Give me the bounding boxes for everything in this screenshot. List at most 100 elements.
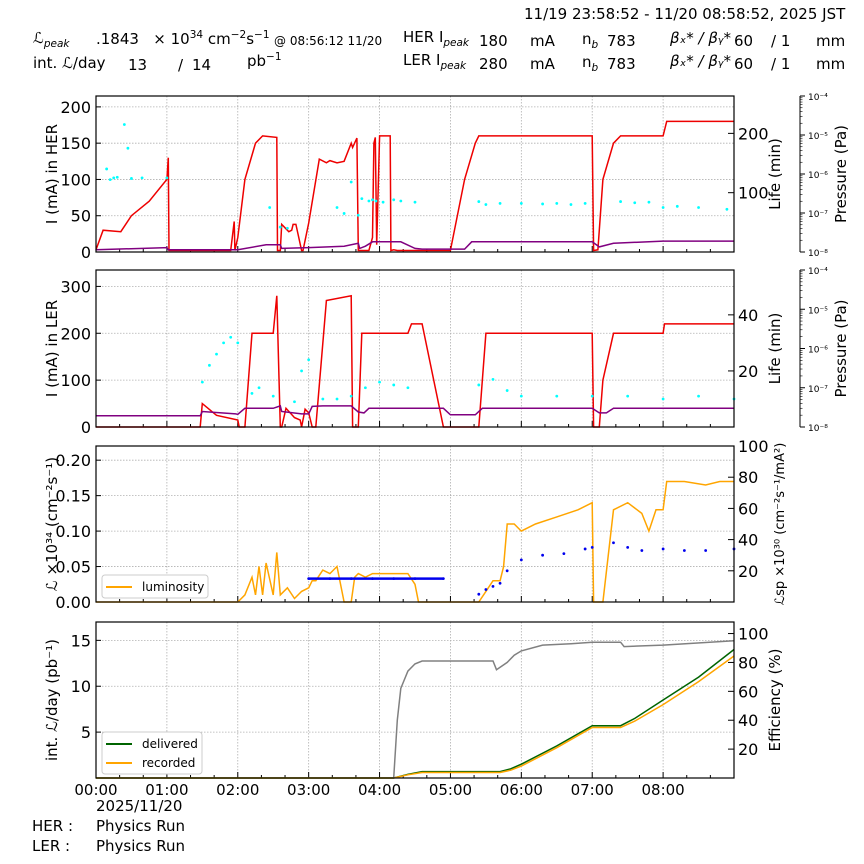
y2-tick-label: 60 bbox=[738, 682, 758, 701]
x-axis-date: 2025/11/20 bbox=[96, 797, 183, 815]
x-tick-label: 06:00 bbox=[500, 781, 543, 799]
ler-beta-label: βₓ* / βᵧ* bbox=[670, 52, 731, 70]
series-current bbox=[95, 120, 734, 252]
x-tick-label: 04:00 bbox=[358, 781, 401, 799]
y2-axis-label: Life (min) bbox=[766, 138, 784, 210]
integrated-luminosity-delivered: 14 bbox=[192, 56, 212, 74]
pressure-tick-label: 10⁻⁵ bbox=[808, 132, 828, 142]
y-tick-label: 200 bbox=[60, 324, 91, 343]
pressure-tick-label: 10⁻⁷ bbox=[808, 210, 828, 220]
ler-peak-unit: mA bbox=[530, 55, 555, 73]
y2-axis-label: Efficiency (%) bbox=[766, 649, 784, 752]
y-tick-label: 100 bbox=[60, 371, 91, 390]
her-mode-value: Physics Run bbox=[96, 817, 186, 835]
her-beta-x: 60 bbox=[734, 32, 754, 50]
chart-lum: 0.00 0.05 0.10 0.15 0.20 20 40 60 80 100 ℒ ×10³⁴ (… bbox=[43, 437, 788, 612]
y-axis-label: I (mA) in LER bbox=[43, 300, 61, 397]
ler-beta-x: 60 bbox=[734, 55, 754, 73]
y-tick-label: 0.15 bbox=[55, 487, 91, 506]
pressure-axis-label: Pressure (Pa) bbox=[832, 299, 850, 397]
y2-tick-label: 60 bbox=[738, 499, 758, 518]
ler-nbunch-value: 783 bbox=[607, 55, 636, 73]
series-pressure bbox=[95, 240, 734, 251]
integrated-luminosity-label: int. ℒ/day bbox=[33, 54, 106, 72]
integrated-luminosity-separator: / bbox=[178, 56, 184, 74]
pressure-axis-label: Pressure (Pa) bbox=[832, 125, 850, 223]
series-efficiency bbox=[392, 640, 735, 779]
y-tick-label: 5 bbox=[81, 723, 91, 742]
y-axis-label: int. ℒ/day (pb⁻¹) bbox=[43, 639, 61, 761]
integrated-luminosity-unit: pb−1 bbox=[247, 51, 282, 70]
y2-axis-label: Life (min) bbox=[766, 313, 784, 385]
y2-tick-label: 100 bbox=[738, 437, 769, 456]
series-recorded bbox=[96, 655, 735, 779]
y2-tick-label: 200 bbox=[738, 124, 769, 143]
y2-tick-label: 100 bbox=[738, 625, 769, 644]
y2-tick-label: 80 bbox=[738, 468, 758, 487]
y-tick-label: 150 bbox=[60, 134, 91, 153]
chart-her: 0 50 100 150 200 100 200 I (mA) in HER Life (min… bbox=[43, 93, 850, 262]
peak-luminosity-time: @ 08:56:12 11/20 bbox=[274, 34, 383, 48]
legend-entry-luminosity: luminosity bbox=[142, 580, 204, 594]
pressure-tick-label: 10⁻⁴ bbox=[808, 93, 828, 103]
legend-entry-delivered: delivered bbox=[142, 737, 198, 751]
ler-beta-unit: mm bbox=[816, 55, 846, 73]
x-tick-label: 01:00 bbox=[145, 781, 188, 799]
x-tick-label: 00:00 bbox=[74, 781, 117, 799]
her-beta-y: / 1 bbox=[771, 32, 791, 50]
lpeak-symbol: ℒ bbox=[33, 29, 44, 47]
ler-mode-label: LER : bbox=[32, 837, 71, 855]
pressure-tick-label: 10⁻⁴ bbox=[808, 267, 828, 277]
her-beta-label: βₓ* / βᵧ* bbox=[670, 29, 731, 47]
chart-ler: 0 100 200 300 20 40 I (mA) in LER Life (min) 10⁻… bbox=[43, 267, 850, 437]
y2-tick-label: 20 bbox=[738, 740, 758, 759]
x-tick-label: 05:00 bbox=[429, 781, 472, 799]
pressure-tick-label: 10⁻⁸ bbox=[808, 424, 828, 434]
pressure-tick-label: 10⁻⁷ bbox=[808, 385, 828, 395]
y-tick-label: 0.10 bbox=[55, 522, 91, 541]
y2-tick-label: 40 bbox=[738, 531, 758, 550]
ler-beta-y: / 1 bbox=[771, 55, 791, 73]
ler-nbunch-label: nb bbox=[582, 53, 599, 74]
her-peak-unit: mA bbox=[530, 32, 555, 50]
series-current bbox=[96, 294, 734, 428]
ler-peak-current: 280 bbox=[479, 55, 508, 73]
pressure-tick-label: 10⁻⁸ bbox=[808, 249, 828, 259]
pressure-tick-label: 10⁻⁶ bbox=[808, 346, 828, 356]
y-tick-label: 100 bbox=[60, 170, 91, 189]
y-tick-label: 0 bbox=[81, 418, 91, 437]
lpeak-subscript: peak bbox=[43, 38, 70, 50]
chart-intlum: 5 10 15 20 40 60 80 100 int. ℒ/day (pb⁻¹) Efficie… bbox=[43, 621, 784, 799]
her-nbunch-label: nb bbox=[582, 30, 599, 51]
her-beta-unit: mm bbox=[816, 32, 846, 50]
y-tick-label: 300 bbox=[60, 277, 91, 296]
ler-mode-value: Physics Run bbox=[96, 837, 186, 855]
x-tick-label: 03:00 bbox=[287, 781, 330, 799]
y-tick-label: 200 bbox=[60, 98, 91, 117]
y2-tick-label: 40 bbox=[738, 711, 758, 730]
her-mode-label: HER : bbox=[32, 817, 74, 835]
peak-luminosity-label: ℒpeak bbox=[33, 29, 70, 50]
time-range: 11/19 23:58:52 - 11/20 08:58:52, 2025 JS… bbox=[524, 5, 846, 23]
series-luminosity bbox=[96, 480, 734, 603]
y2-tick-label: 80 bbox=[738, 653, 758, 672]
integrated-luminosity-recorded: 13 bbox=[128, 56, 148, 74]
y2-axis-label: ℒsp ×10³⁰ (cm⁻²s⁻¹/mA²) bbox=[773, 443, 788, 606]
lpeak-value: .1843 bbox=[96, 30, 139, 48]
ler-peak-label: LER Ipeak bbox=[403, 51, 467, 72]
legend bbox=[101, 574, 209, 599]
y-tick-label: 0 bbox=[81, 243, 91, 262]
y-axis-label: ℒ ×10³⁴ (cm⁻²s⁻¹) bbox=[43, 457, 61, 591]
y-tick-label: 10 bbox=[71, 677, 91, 696]
x-tick-label: 08:00 bbox=[641, 781, 684, 799]
series-pressure bbox=[96, 404, 734, 417]
y-tick-label: 0.05 bbox=[55, 558, 91, 577]
y-tick-label: 0.00 bbox=[55, 593, 91, 612]
legend-entry-recorded: recorded bbox=[142, 756, 195, 770]
pressure-tick-label: 10⁻⁶ bbox=[808, 171, 828, 181]
her-peak-label: HER Ipeak bbox=[403, 28, 470, 49]
y-tick-label: 0.20 bbox=[55, 451, 91, 470]
y-axis-label: I (mA) in HER bbox=[43, 124, 61, 224]
y2-tick-label: 20 bbox=[738, 362, 758, 381]
